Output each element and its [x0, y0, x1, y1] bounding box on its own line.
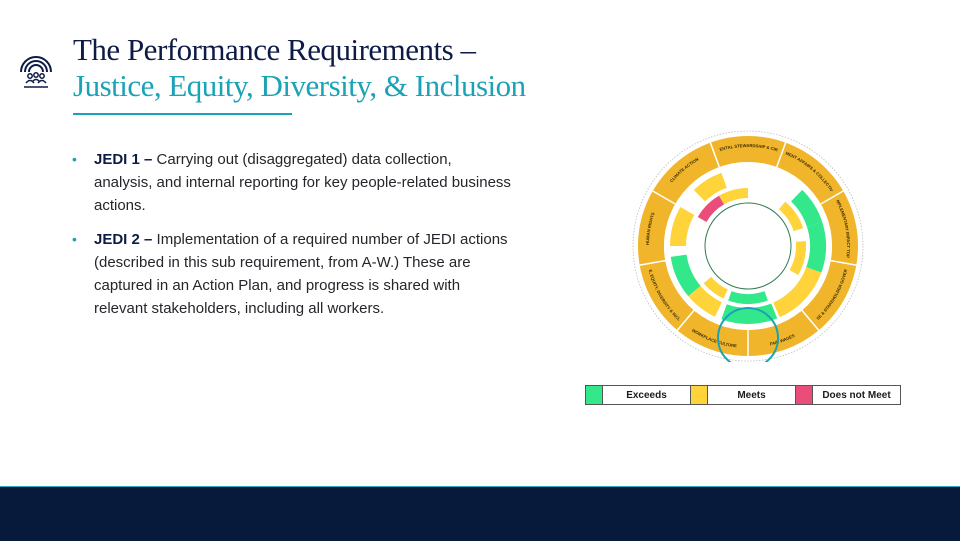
wheel-segment-label: HUMAN RIGHTS: [645, 212, 656, 246]
wheel-divider: [776, 142, 787, 168]
wheel-diagram: GOVERNMENT AFFAIRS & COLLECTIVE ACTIONCO…: [630, 126, 864, 369]
wheel-outer-band-meets: [773, 285, 808, 318]
wheel-inner-band-meets: [789, 240, 806, 275]
wheel-inner-band-meets: [703, 276, 728, 299]
logo-icon: [18, 54, 54, 90]
wheel-outer-band-exceeds: [670, 254, 701, 297]
wheel-outer-band-meets: [795, 267, 822, 297]
legend-label-exceeds: Exceeds: [602, 386, 690, 404]
wheel-inner-band-meets: [778, 201, 804, 232]
wheel-outer-band-exceeds: [721, 303, 778, 324]
legend-swatch-exceeds: [586, 386, 602, 404]
wheel-divider: [652, 190, 676, 205]
legend-swatch-does-not-meet: [795, 386, 812, 404]
wheel-outer-dotted: [632, 130, 864, 362]
wheel-divider: [801, 309, 820, 331]
bullet-list: JEDI 1 – Carrying out (disaggregated) da…: [72, 148, 512, 331]
bullet-jedi-1: JEDI 1 – Carrying out (disaggregated) da…: [72, 148, 512, 217]
title-line-1: The Performance Requirements –: [73, 32, 476, 67]
wheel-center: [704, 202, 792, 290]
legend: Exceeds Meets Does not Meet: [585, 385, 901, 405]
bullet-jedi-2: JEDI 2 – Implementation of a required nu…: [72, 228, 512, 320]
wheel-divider: [830, 259, 857, 266]
legend-label-meets: Meets: [707, 386, 795, 404]
wheel-outer-band-meets: [693, 172, 727, 202]
bullet-label: JEDI 2 –: [94, 231, 153, 248]
wheel-divider: [676, 309, 695, 331]
legend-swatch-meets: [690, 386, 707, 404]
bullet-text: Implementation of a required number of J…: [94, 231, 508, 317]
wheel-divider: [820, 190, 844, 205]
wheel-outer-band-exceeds: [806, 221, 826, 273]
wheel-divider: [639, 259, 666, 266]
performance-wheel: GOVERNMENT AFFAIRS & COLLECTIVE ACTIONCO…: [630, 126, 864, 369]
title-line-2: Justice, Equity, Diversity, & Inclusion: [73, 68, 526, 103]
wheel-outer-band-meets: [670, 207, 695, 246]
legend-label-does-not-meet: Does not Meet: [812, 386, 900, 404]
page-title: The Performance Requirements – Justice, …: [73, 34, 526, 101]
wheel-inner-band-does_not_meet: [697, 195, 724, 222]
wheel-inner-band-meets: [719, 188, 748, 205]
wheel-divider: [709, 142, 720, 168]
wheel-inner-band-exceeds: [728, 291, 768, 304]
wheel-outer-band-exceeds: [791, 189, 823, 227]
wheel-outer-band-meets: [688, 285, 722, 317]
title-underline: [73, 113, 292, 115]
bullet-text: Carrying out (disaggregated) data collec…: [94, 151, 511, 214]
footer-bar: [0, 486, 960, 541]
bullet-label: JEDI 1 –: [94, 151, 153, 168]
